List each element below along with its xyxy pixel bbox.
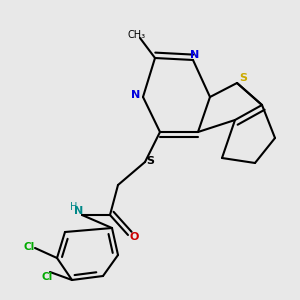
Text: N: N [190, 50, 199, 60]
Text: CH₃: CH₃ [128, 30, 146, 40]
Text: S: S [146, 155, 154, 166]
Text: Cl: Cl [23, 242, 34, 251]
Text: H: H [70, 202, 77, 212]
Text: N: N [131, 91, 140, 100]
Text: Cl: Cl [42, 272, 53, 282]
Text: S: S [240, 74, 248, 83]
Text: O: O [130, 232, 139, 242]
Text: N: N [74, 206, 84, 215]
